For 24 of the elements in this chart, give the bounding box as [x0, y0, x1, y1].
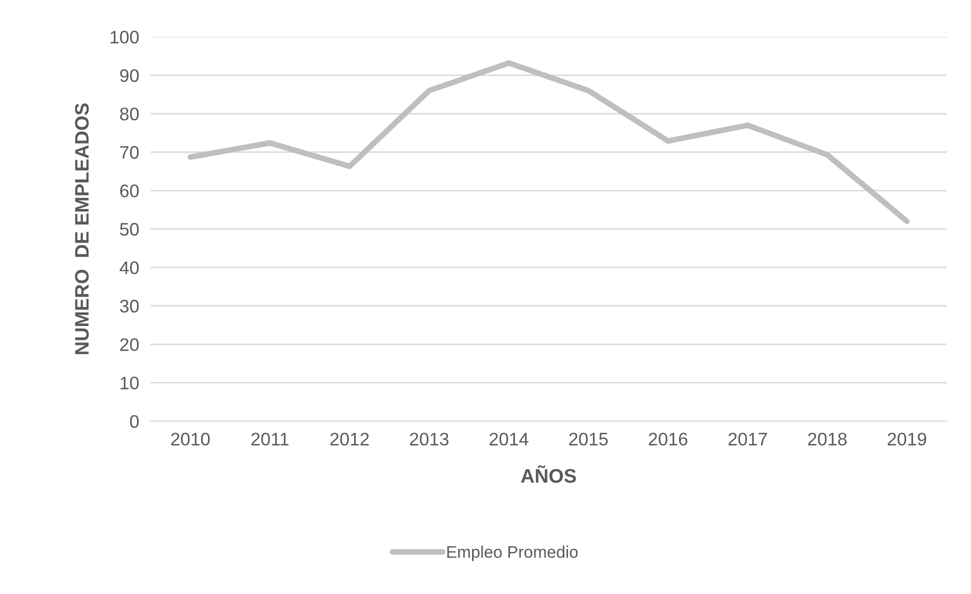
y-tick-label: 100 [110, 30, 139, 44]
y-tick-label: 0 [130, 415, 139, 428]
x-tick-label: 2010 [171, 432, 210, 446]
y-tick-label: 60 [120, 184, 139, 198]
x-tick-label: 2013 [410, 432, 448, 446]
x-tick-label: 2017 [728, 432, 767, 446]
x-tick-label: 2015 [569, 432, 608, 446]
y-tick-label: 70 [120, 146, 139, 159]
y-axis-title: NUMERO DE EMPLEADOS [74, 103, 89, 354]
y-tick-label: 80 [120, 108, 139, 120]
x-tick-label: 2011 [251, 432, 288, 446]
y-tick-label: 50 [120, 222, 139, 236]
y-tick-label: 10 [120, 376, 139, 390]
x-tick-label: 2016 [648, 432, 688, 446]
x-tick-label: 2014 [490, 432, 528, 446]
y-tick-label: 40 [120, 261, 139, 274]
x-axis-title: AÑOS [521, 465, 576, 483]
y-tick-label: 20 [120, 338, 139, 351]
y-tick-label: 90 [120, 69, 139, 82]
legend-label: Empleo Promedio [447, 546, 578, 562]
x-tick-label: 2018 [808, 432, 847, 446]
y-tick-label: 30 [120, 300, 139, 313]
x-tick-label: 2019 [888, 432, 926, 446]
x-tick-label: 2012 [330, 432, 369, 446]
